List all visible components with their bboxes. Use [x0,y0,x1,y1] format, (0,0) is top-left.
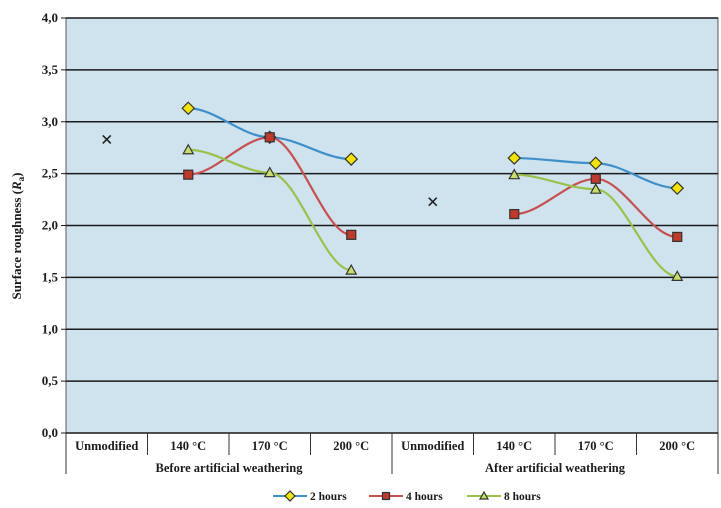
x-stroke [428,197,438,207]
data-point-8-hours [182,143,195,155]
category-label: 140 °C [496,439,532,453]
data-point-8-hours [589,182,602,194]
y-tick-label: 2,5 [42,166,59,181]
legend-marker [478,490,490,500]
group-label: Before artificial weathering [156,461,304,475]
data-point-2-hours [181,101,196,116]
legend: 2 hours 4 hours 8 hours [273,490,541,503]
data-point-8-hours [263,166,276,178]
category-label: Unmodified [401,439,464,453]
legend-item: 8 hours [467,490,541,503]
group-label: After artificial weathering [485,461,626,475]
legend-label: 2 hours [310,491,347,503]
y-tick-label: 4,0 [42,10,58,25]
legend-label: 4 hours [406,491,443,503]
data-point-4-hours [264,132,275,143]
y-tick-label: 1,0 [42,321,58,336]
y-tick-label: 0,0 [42,425,58,440]
data-point-8-hours [671,270,684,281]
category-label: 140 °C [170,439,206,453]
legend-marker [284,490,296,502]
legend-item: 2 hours [273,490,347,503]
x-stroke [102,134,112,144]
data-point-unmodified [428,197,438,207]
data-point-4-hours [590,173,601,184]
y-tick-label: 3,5 [42,62,59,77]
legend-item: 4 hours [369,491,443,503]
y-tick-label: 3,0 [42,114,58,129]
y-tick-label: 0,5 [42,373,59,388]
category-label: 200 °C [333,439,369,453]
y-axis-label: Surface roughness (Ra) [9,172,26,299]
data-points [102,101,685,281]
data-point-2-hours [588,156,603,171]
category-label: Unmodified [75,439,138,453]
legend-marker [381,491,391,501]
y-tick-labels: 0,0 0,5 1,0 1,5 2,0 2,5 3,0 3,5 4,0 [42,10,59,440]
data-point-4-hours [509,208,520,220]
data-point-unmodified [102,134,112,144]
data-point-2-hours [670,181,685,195]
category-label: 170 °C [578,439,614,453]
category-label: 170 °C [252,439,288,453]
data-point-4-hours [672,231,683,243]
y-tick-label: 1,5 [42,269,59,284]
data-point-2-hours [507,151,522,165]
data-point-8-hours [508,168,521,180]
data-point-8-hours [345,263,358,275]
legend-label: 8 hours [504,491,541,503]
gridlines [61,17,718,434]
data-point-2-hours [344,152,359,166]
y-tick-label: 2,0 [42,218,58,233]
data-point-4-hours [183,169,194,180]
category-axis: Unmodified 140 °C 170 °C 200 °C Unmodified 14… [65,433,719,475]
category-label: 200 °C [659,439,695,453]
data-point-4-hours [346,229,357,240]
